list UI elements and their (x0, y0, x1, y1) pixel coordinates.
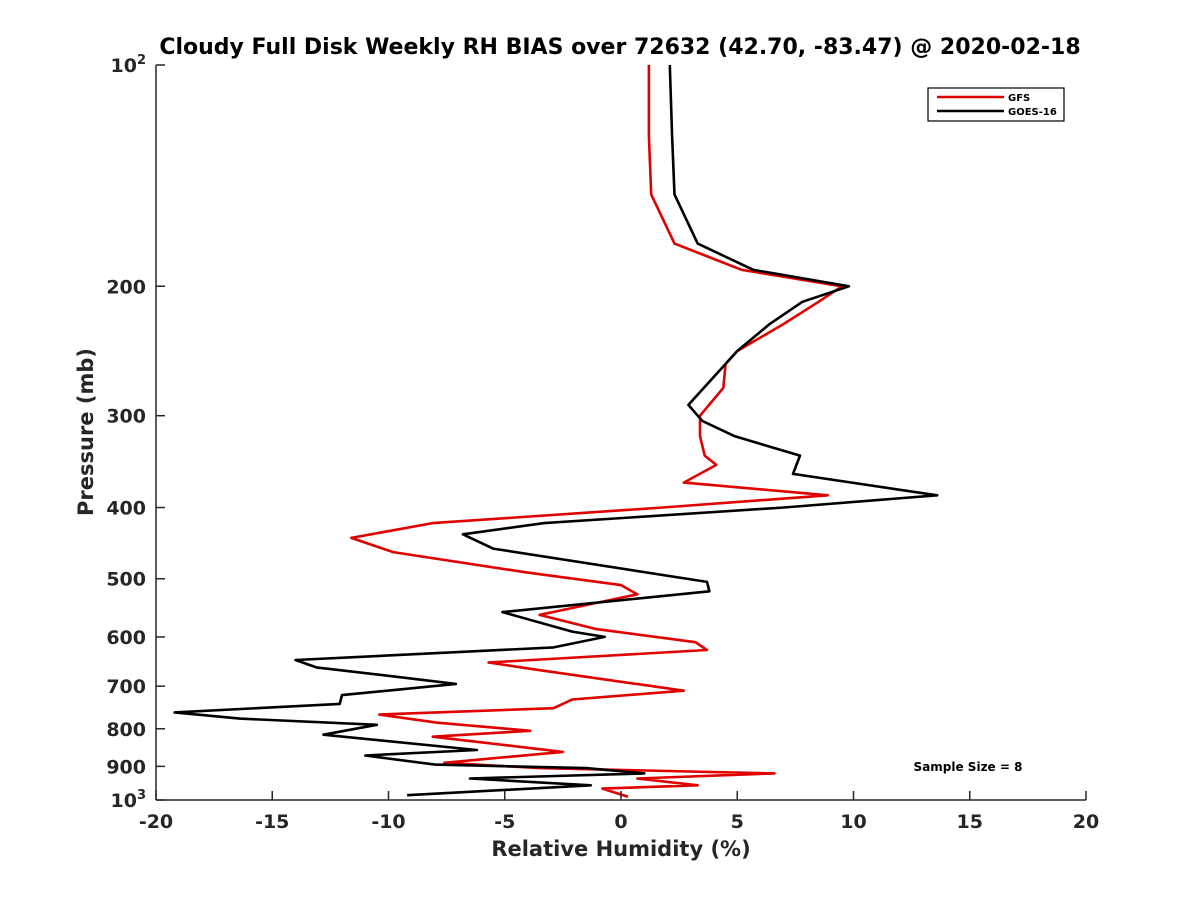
x-tick-label: -15 (255, 811, 289, 833)
series-line-gfs (349, 65, 844, 799)
y-tick-label: 103 (111, 788, 147, 812)
legend-label-goes-16: GOES-16 (1008, 107, 1057, 118)
x-tick-label: 0 (614, 811, 627, 833)
x-tick-label: -10 (371, 811, 405, 833)
y-axis-label: Pressure (mb) (74, 348, 98, 516)
plot-area: -20 -15 -10 -5 0 5 10 15 20 102 200 300 400 500 600 700… (106, 53, 1099, 833)
y-tick-label: 800 (106, 719, 146, 741)
y-tick-label: 102 (111, 53, 147, 77)
series-layer (173, 64, 939, 799)
legend-label-gfs: GFS (1008, 93, 1030, 104)
x-tick-label: 5 (731, 811, 744, 833)
y-tick-label: 300 (106, 406, 146, 428)
y-tick-label: 700 (106, 676, 146, 698)
x-tick-label: -5 (494, 811, 515, 833)
sample-size-annotation: Sample Size = 8 (914, 760, 1023, 774)
legend: GFS GOES-16 (927, 87, 1065, 122)
ticks-layer: -20 -15 -10 -5 0 5 10 15 20 102 200 300 400 500 600 700… (106, 53, 1099, 833)
x-tick-label: 15 (957, 811, 983, 833)
x-tick-label: 20 (1073, 811, 1099, 833)
y-tick-label: 400 (106, 498, 146, 520)
x-tick-label: -20 (139, 811, 173, 833)
chart-title: Cloudy Full Disk Weekly RH BIAS over 726… (159, 35, 1080, 60)
y-tick-label: 200 (106, 276, 146, 298)
series-line-goes-16 (173, 64, 939, 797)
legend-box (927, 87, 1065, 122)
x-axis-label: Relative Humidity (%) (491, 837, 750, 861)
y-tick-label: 600 (106, 627, 146, 649)
y-tick-label: 900 (106, 756, 146, 778)
y-tick-label: 500 (106, 569, 146, 591)
x-tick-label: 10 (840, 811, 866, 833)
